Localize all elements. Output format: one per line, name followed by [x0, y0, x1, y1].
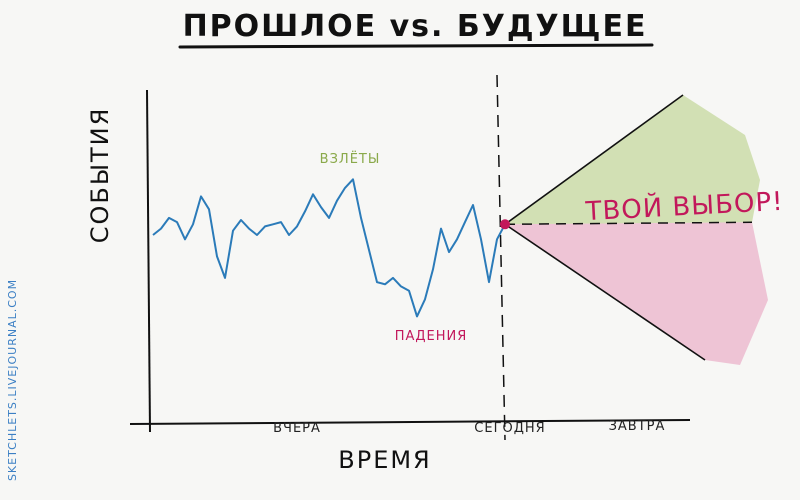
future-upper-line	[504, 94, 684, 225]
x-axis-title: ВРЕМЯ	[338, 446, 431, 474]
tick-today: СЕГОДНЯ	[474, 421, 545, 436]
tick-yesterday: ВЧЕРА	[273, 421, 321, 436]
chart-title: ПРОШЛОЕ vs. БУДУЩЕЕ	[183, 9, 648, 44]
future-lower-area	[505, 222, 768, 365]
annotation-peaks: ВЗЛЁТЫ	[320, 151, 381, 167]
future-upper-area	[505, 95, 760, 225]
title-underline	[178, 43, 654, 49]
future-midline-dashed	[504, 221, 753, 226]
annotation-drops: ПАДЕНИЯ	[395, 329, 468, 344]
y-axis-title: СОБЫТИЯ	[86, 107, 114, 244]
today-marker	[500, 219, 510, 230]
today-divider-line	[496, 74, 506, 441]
series-line-events	[152, 178, 506, 318]
x-axis	[129, 419, 691, 425]
y-axis	[146, 89, 151, 433]
credit-text: SKETCHLETS.LIVEJOURNAL.COM	[6, 279, 19, 481]
future-lower-line	[504, 223, 706, 361]
tick-tomorrow: ЗАВТРА	[609, 419, 666, 434]
